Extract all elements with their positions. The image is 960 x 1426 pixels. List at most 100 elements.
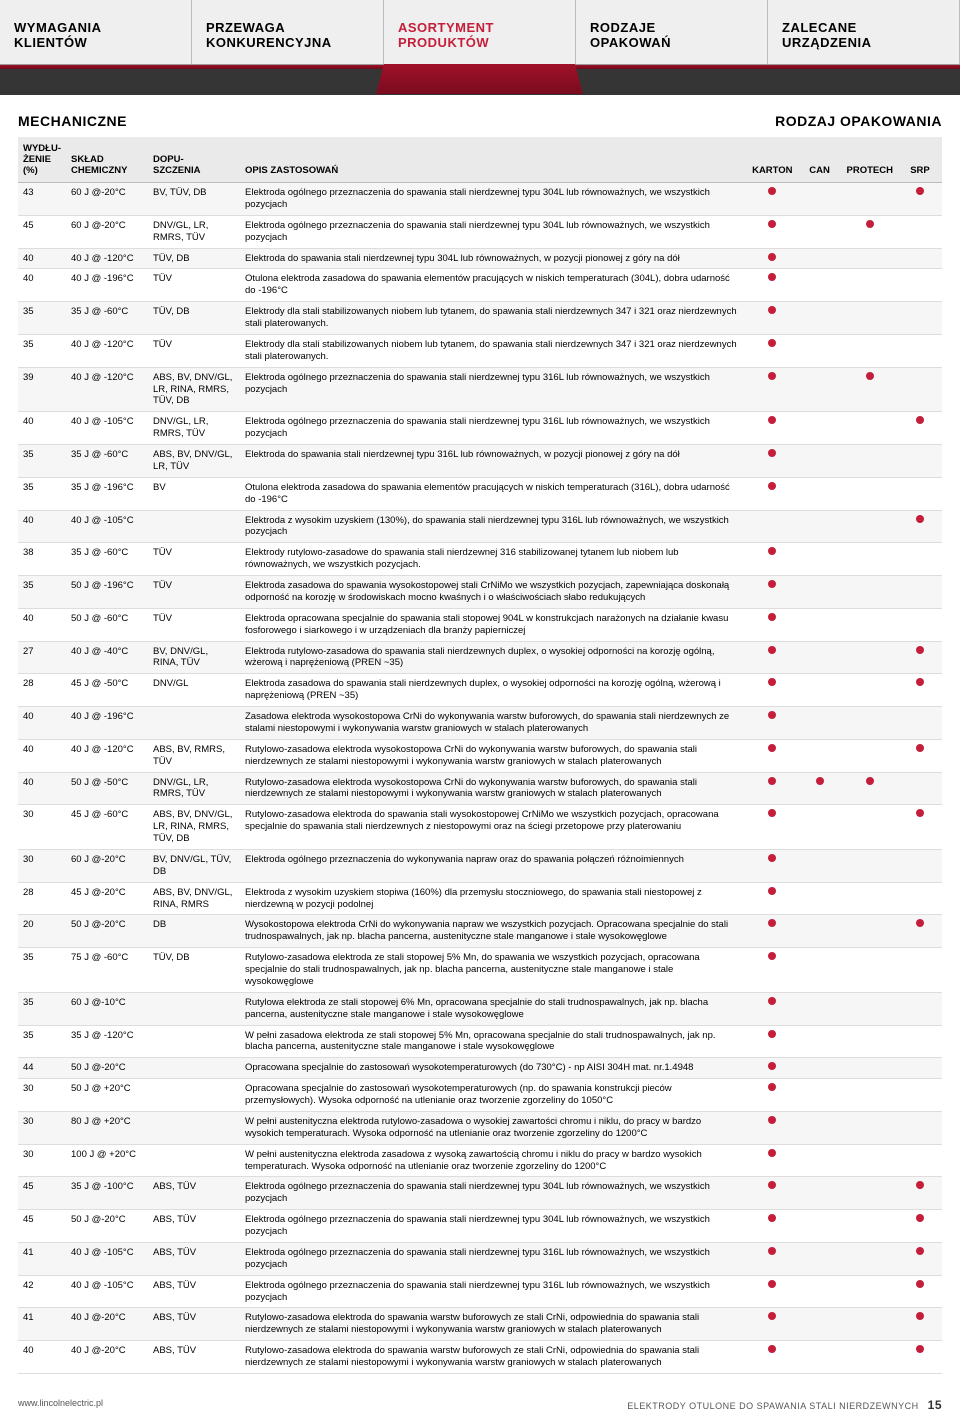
cell-pkg-0 [747,1144,797,1177]
cell-chem: 50 J @ -60°C [66,608,148,641]
cell-pkg-2 [842,882,898,915]
tab-2[interactable]: ASORTYMENTPRODUKTÓW [384,0,576,64]
cell-pkg-3 [898,1025,942,1058]
cell-pkg-2 [842,1242,898,1275]
cell-elongation: 39 [18,367,66,412]
cell-pkg-2 [842,1308,898,1341]
cell-pkg-3 [898,608,942,641]
dot-icon [768,919,776,927]
cell-pkg-3 [898,1144,942,1177]
tab-bar: WYMAGANIAKLIENTÓWPRZEWAGAKONKURENCYJNAAS… [0,0,960,65]
cell-elongation: 40 [18,707,66,740]
page-number: 15 [928,1398,942,1412]
cell-pkg-3 [898,772,942,805]
cell-chem: 50 J @-20°C [66,915,148,948]
cell-approvals: TÜV [148,576,240,609]
cell-pkg-1 [798,1275,842,1308]
dot-icon [916,678,924,686]
dot-icon [768,253,776,261]
cell-pkg-0 [747,510,797,543]
dot-icon [916,187,924,195]
table-row: 4140 J @-20°CABS, TÜVRutylowo-zasadowa e… [18,1308,942,1341]
dot-icon [768,273,776,281]
cell-desc: Rutylowo-zasadowa elektroda wysokostopow… [240,739,747,772]
table-row: 4560 J @-20°CDNV/GL, LR, RMRS, TÜVElektr… [18,215,942,248]
cell-chem: 40 J @ -105°C [66,510,148,543]
cell-pkg-3 [898,510,942,543]
table-row: 4050 J @ -50°CDNV/GL, LR, RMRS, TÜVRutyl… [18,772,942,805]
cell-pkg-2 [842,215,898,248]
dot-icon [768,372,776,380]
tab-1[interactable]: PRZEWAGAKONKURENCYJNA [192,0,384,64]
cell-pkg-1 [798,334,842,367]
cell-approvals: ABS, TÜV [148,1242,240,1275]
cell-chem: 80 J @ +20°C [66,1111,148,1144]
cell-pkg-1 [798,1177,842,1210]
cell-elongation: 35 [18,992,66,1025]
cell-elongation: 35 [18,1025,66,1058]
cell-approvals: ABS, TÜV [148,1308,240,1341]
dot-icon [768,711,776,719]
cell-pkg-1 [798,849,842,882]
dot-icon [916,1345,924,1353]
table-row: 4040 J @ -196°CTÜVOtulona elektroda zasa… [18,269,942,302]
cell-pkg-1 [798,772,842,805]
cell-pkg-1 [798,805,842,850]
dot-icon [768,646,776,654]
cell-pkg-0 [747,543,797,576]
cell-elongation: 28 [18,674,66,707]
cell-approvals: BV, TÜV, DB [148,183,240,216]
tab-3[interactable]: RODZAJEOPAKOWAŃ [576,0,768,64]
cell-approvals: DNV/GL, LR, RMRS, TÜV [148,412,240,445]
cell-approvals: DNV/GL, LR, RMRS, TÜV [148,215,240,248]
dot-icon [768,1083,776,1091]
cell-pkg-0 [747,1341,797,1374]
dot-icon [768,777,776,785]
cell-elongation: 30 [18,1144,66,1177]
cell-chem: 100 J @ +20°C [66,1144,148,1177]
cell-pkg-2 [842,915,898,948]
cell-approvals: ABS, BV, RMRS, TÜV [148,739,240,772]
cell-pkg-1 [798,992,842,1025]
cell-pkg-3 [898,215,942,248]
cell-pkg-0 [747,707,797,740]
cell-pkg-3 [898,992,942,1025]
tab-0[interactable]: WYMAGANIAKLIENTÓW [0,0,192,64]
cell-pkg-1 [798,674,842,707]
dot-icon [768,1030,776,1038]
cell-chem: 40 J @ -120°C [66,739,148,772]
cell-approvals [148,992,240,1025]
cell-chem: 35 J @ -196°C [66,477,148,510]
cell-pkg-1 [798,510,842,543]
cell-pkg-1 [798,948,842,993]
dot-icon [916,809,924,817]
cell-pkg-2 [842,269,898,302]
table-row: 4040 J @ -120°CTÜV, DBElektroda do spawa… [18,248,942,269]
cell-pkg-2 [842,772,898,805]
cell-pkg-0 [747,445,797,478]
cell-pkg-2 [842,302,898,335]
cell-pkg-1 [798,248,842,269]
cell-pkg-0 [747,882,797,915]
cell-pkg-0 [747,608,797,641]
cell-chem: 40 J @ -196°C [66,707,148,740]
dot-icon [768,187,776,195]
cell-approvals: TÜV [148,269,240,302]
tab-4[interactable]: ZALECANEURZĄDZENIA [768,0,960,64]
cell-desc: Rutylowo-zasadowa elektroda wysokostopow… [240,772,747,805]
cell-pkg-1 [798,882,842,915]
cell-desc: Rutylowo-zasadowa elektroda do spawania … [240,1341,747,1374]
cell-pkg-0 [747,412,797,445]
table-row: 3535 J @ -120°CW pełni zasadowa elektrod… [18,1025,942,1058]
cell-elongation: 40 [18,269,66,302]
cell-elongation: 35 [18,576,66,609]
cell-elongation: 44 [18,1058,66,1079]
cell-desc: Elektroda ogólnego przeznaczenia do spaw… [240,1177,747,1210]
cell-pkg-1 [798,608,842,641]
cell-elongation: 30 [18,805,66,850]
dot-icon [916,515,924,523]
cell-desc: Elektroda ogólnego przeznaczenia do wyko… [240,849,747,882]
table-row: 2845 J @ -50°CDNV/GLElektroda zasadowa d… [18,674,942,707]
cell-elongation: 27 [18,641,66,674]
cell-desc: Rutylowo-zasadowa elektroda do spawania … [240,1308,747,1341]
